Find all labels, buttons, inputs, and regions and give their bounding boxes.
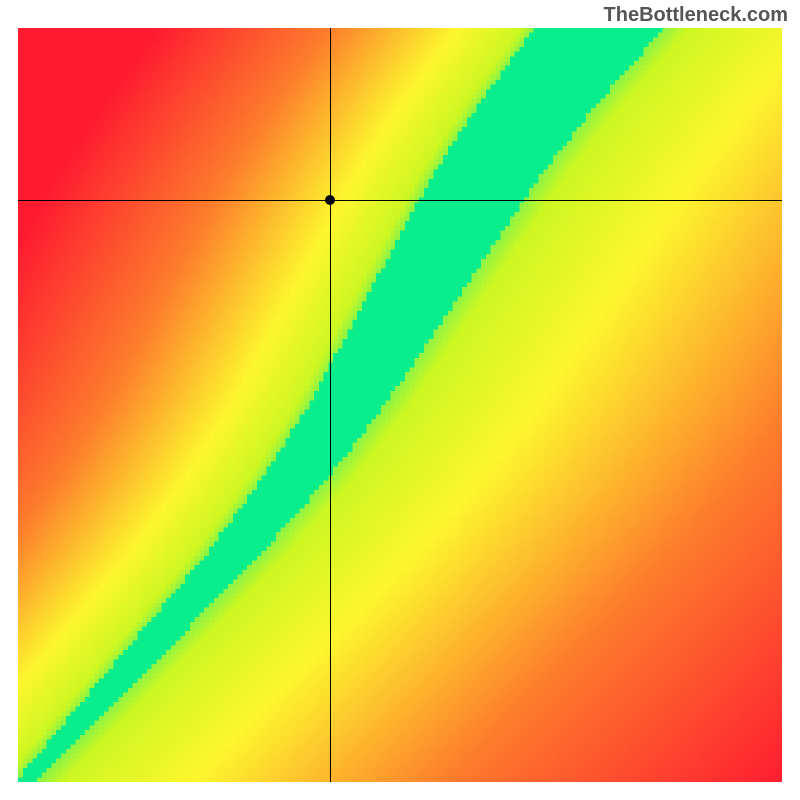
crosshair-marker bbox=[325, 195, 335, 205]
plot-area bbox=[18, 28, 782, 782]
watermark-text: TheBottleneck.com bbox=[604, 4, 788, 27]
crosshair-vertical bbox=[330, 28, 331, 782]
bottleneck-heatmap bbox=[18, 28, 782, 782]
chart-container: TheBottleneck.com bbox=[0, 0, 800, 800]
crosshair-horizontal bbox=[18, 200, 782, 201]
